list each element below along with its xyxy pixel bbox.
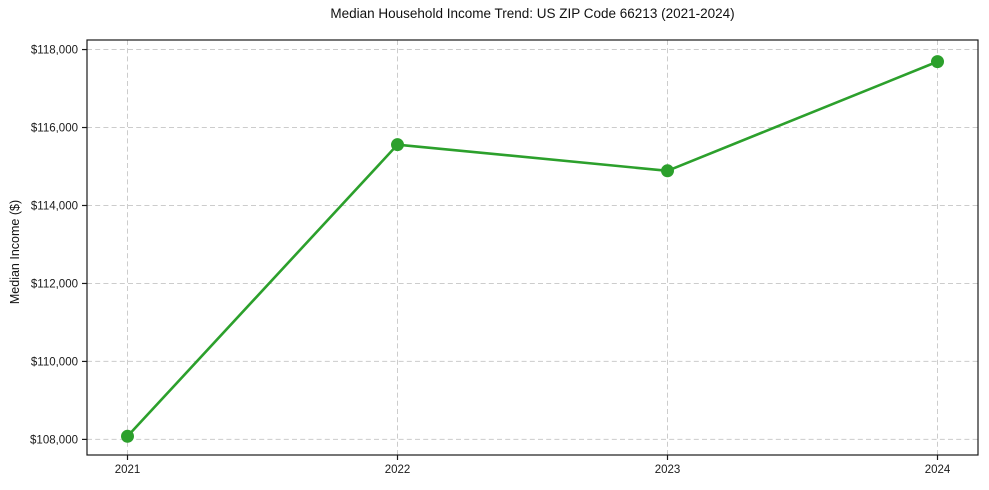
data-point-2023 — [661, 164, 674, 178]
x-tick-label: 2024 — [925, 464, 951, 476]
y-tick-label: $110,000 — [31, 356, 78, 368]
tick-labels: 2021 2022 2023 2024 $108,000 $110,000 $112,000… — [30, 45, 951, 476]
chart-title: Median Household Income Trend: US ZIP Co… — [330, 6, 735, 21]
data-points — [121, 55, 944, 443]
income-trend-line — [126, 60, 939, 438]
data-point-2021 — [121, 429, 134, 443]
y-tick-label: $116,000 — [31, 123, 78, 135]
y-tick-label: $118,000 — [31, 45, 78, 57]
y-tick-label: $114,000 — [31, 200, 78, 212]
gridlines — [87, 40, 978, 455]
data-point-2022 — [391, 138, 404, 152]
x-tick-label: 2022 — [385, 464, 411, 476]
y-tick-label: $112,000 — [31, 278, 78, 290]
x-tick-label: 2023 — [655, 464, 681, 476]
data-point-2024 — [931, 55, 944, 69]
tick-marks — [82, 48, 939, 460]
axes-spines — [86, 39, 979, 456]
x-tick-label: 2021 — [115, 464, 141, 476]
y-tick-label: $108,000 — [30, 434, 78, 446]
